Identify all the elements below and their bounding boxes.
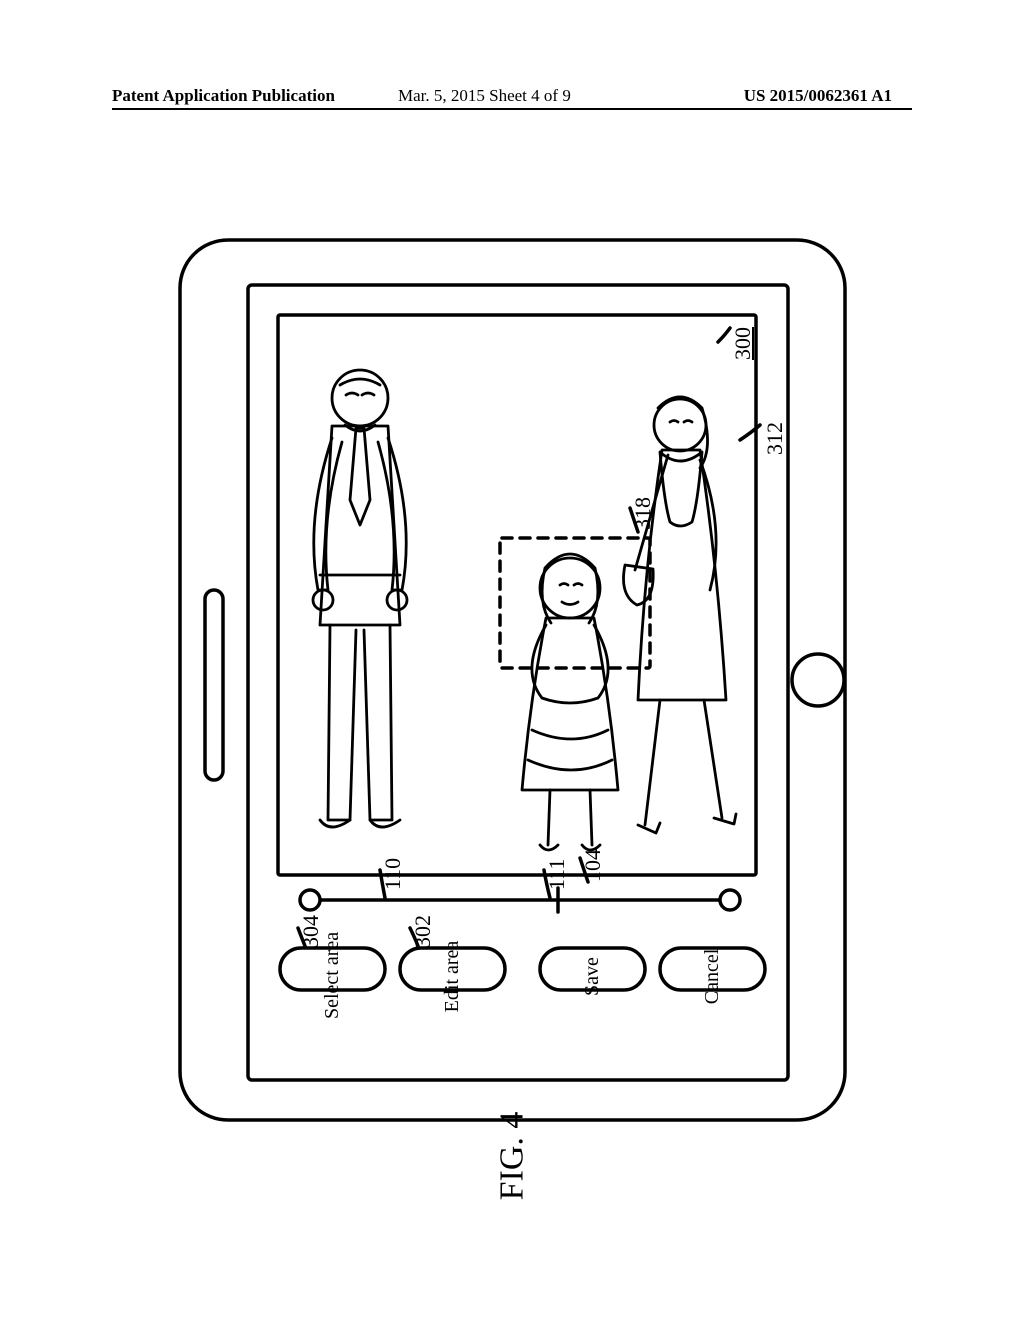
home-button (792, 654, 844, 706)
ref-312: 312 (762, 422, 788, 455)
figure-group (313, 370, 736, 850)
slider-handle-right-end (720, 890, 740, 910)
btn-save-label: Save (581, 934, 604, 1019)
ref-111: 111 (544, 859, 570, 890)
leader-300 (718, 328, 730, 342)
slider-handle-left (300, 890, 320, 910)
page-header: Patent Application Publication Mar. 5, 2… (112, 86, 912, 106)
ref-110: 110 (380, 858, 406, 890)
ref-104: 104 (580, 849, 606, 882)
ref-318: 318 (630, 497, 656, 530)
person-middle (522, 554, 618, 850)
ref-300: 300 (730, 327, 756, 360)
btn-edit-area-label: Edit area (441, 934, 464, 1019)
date-sheet-label: Mar. 5, 2015 Sheet 4 of 9 (392, 86, 652, 106)
figure-4: 300 312 318 104 110 111 302 304 Select a… (170, 230, 855, 1165)
patent-page: Patent Application Publication Mar. 5, 2… (0, 0, 1024, 1320)
person-right (624, 397, 737, 833)
publication-number: US 2015/0062361 A1 (652, 86, 892, 106)
figure-caption: FIG. 4 (493, 1112, 531, 1201)
header-rule (112, 108, 912, 110)
figure-svg (170, 230, 855, 1165)
figure-caption-wrap: FIG. 4 (170, 1137, 855, 1175)
publication-label: Patent Application Publication (112, 86, 392, 106)
btn-select-area-label: Select area (321, 934, 344, 1019)
ref-302: 302 (410, 915, 436, 948)
person-left (313, 370, 407, 827)
btn-cancel-label: Cancel (701, 934, 724, 1019)
speaker-slot (205, 590, 223, 780)
